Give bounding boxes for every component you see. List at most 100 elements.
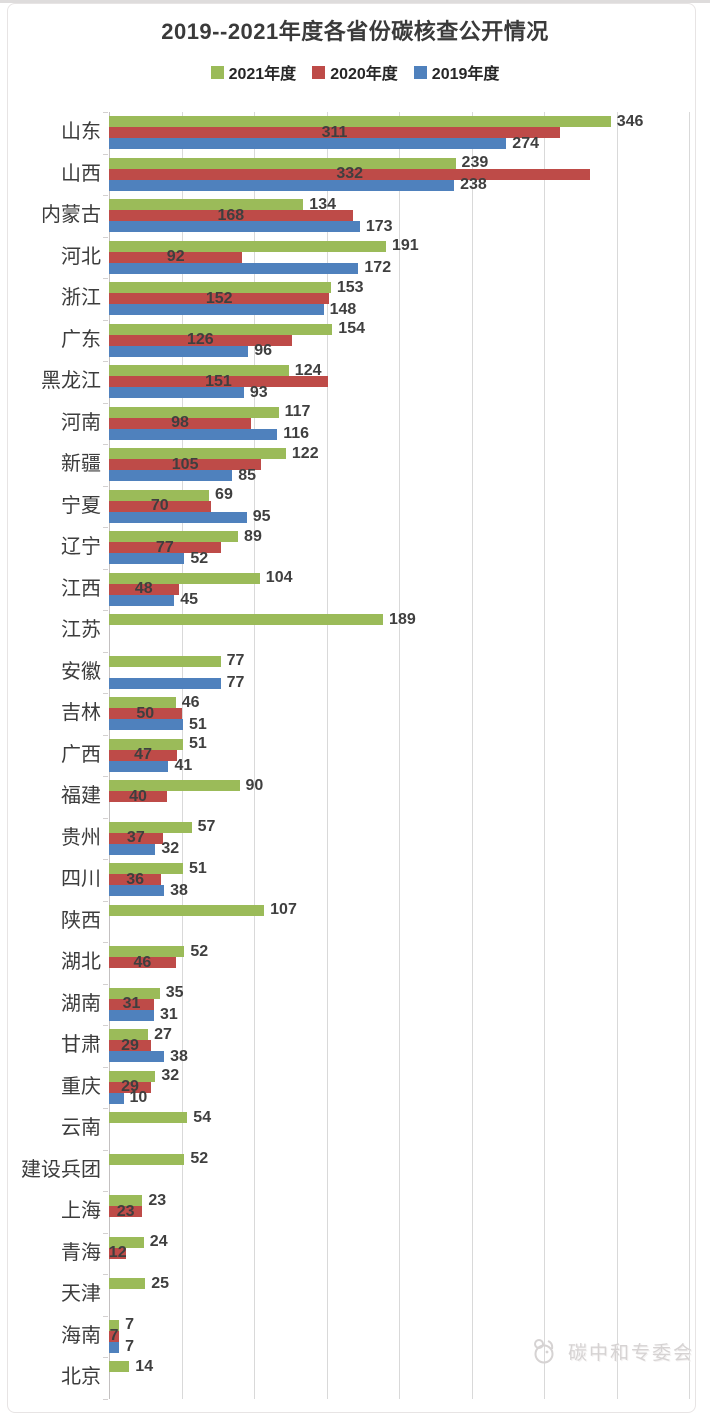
bar-2020年度-青海 xyxy=(109,1247,127,1259)
chart-legend: 2021年度 2020年度 2019年度 xyxy=(0,60,710,84)
chart-row-云南: 云南 54 xyxy=(0,1108,710,1150)
legend-swatch-icon xyxy=(210,65,224,79)
bar-2019年度-浙江 xyxy=(109,304,324,316)
category-label: 建设兵团 xyxy=(21,1158,101,1181)
value-label-2021年度-福建: 90 xyxy=(245,776,264,794)
chart-row-广东: 广东 154 126 96 xyxy=(0,320,710,362)
chart-row-北京: 北京 14 xyxy=(0,1357,710,1399)
bar-2019年度-甘肃 xyxy=(109,1051,165,1063)
value-label-2021年度-黑龙江: 124 xyxy=(294,361,322,379)
bar-2020年度-宁夏 xyxy=(109,500,211,512)
category-label: 甘肃 xyxy=(61,1034,101,1056)
value-label-2021年度-重庆: 32 xyxy=(161,1067,180,1085)
value-label-2021年度-广西: 51 xyxy=(188,735,207,753)
value-label-2021年度-山西: 239 xyxy=(461,154,489,172)
value-label-2021年度-新疆: 122 xyxy=(291,444,319,462)
value-label-2020年度-黑龙江: 151 xyxy=(205,372,232,390)
bar-2020年度-广东 xyxy=(109,334,292,346)
bar-2021年度-广西 xyxy=(109,738,183,750)
value-label-2020年度-辽宁: 77 xyxy=(155,538,174,556)
bar-2020年度-黑龙江 xyxy=(109,376,328,388)
chart-row-广西: 广西 51 47 41 xyxy=(0,735,710,777)
legend-label: 2021年度 xyxy=(228,66,297,83)
bar-2019年度-河南 xyxy=(109,428,278,440)
chart-row-河北: 河北 191 92 172 xyxy=(0,237,710,279)
bar-2021年度-内蒙古 xyxy=(109,199,304,211)
chart-row-湖北: 湖北 52 46 xyxy=(0,942,710,984)
bar-2021年度-河北 xyxy=(109,240,386,252)
category-label: 广西 xyxy=(61,743,101,766)
value-label-2019年度-重庆: 10 xyxy=(129,1089,148,1107)
value-label-2020年度-新疆: 105 xyxy=(171,455,199,473)
value-label-2019年度-内蒙古: 173 xyxy=(365,217,393,235)
bar-2019年度-内蒙古 xyxy=(109,221,360,233)
value-label-2020年度-广东: 126 xyxy=(186,331,214,349)
value-label-2019年度-河北: 172 xyxy=(364,259,392,277)
chart-row-甘肃: 甘肃 27 29 38 xyxy=(0,1025,710,1067)
watermark-logo-icon xyxy=(533,1339,554,1364)
category-label: 福建 xyxy=(61,785,101,807)
legend-item-2020年度: 2020年度 xyxy=(312,60,398,84)
axis-tick xyxy=(103,1108,108,1109)
bar-2019年度-湖南 xyxy=(109,1009,154,1021)
axis-tick xyxy=(103,112,108,113)
bar-2020年度-重庆 xyxy=(109,1081,152,1093)
value-label-2019年度-四川: 38 xyxy=(170,881,188,899)
value-label-2021年度-青海: 24 xyxy=(149,1233,168,1251)
bar-2021年度-重庆 xyxy=(109,1070,156,1082)
value-label-2021年度-湖北: 52 xyxy=(190,942,209,960)
bar-2021年度-青海 xyxy=(109,1236,144,1248)
value-label-2021年度-宁夏: 69 xyxy=(215,486,233,504)
value-label-2021年度-贵州: 57 xyxy=(197,818,216,836)
bar-2020年度-海南 xyxy=(109,1330,120,1342)
value-label-2020年度-湖北: 46 xyxy=(133,953,152,971)
bar-2021年度-上海 xyxy=(109,1195,143,1207)
category-label: 山东 xyxy=(61,121,101,143)
chart-row-青海: 青海 24 12 xyxy=(0,1233,710,1275)
value-label-2020年度-山西: 332 xyxy=(336,165,364,183)
value-label-2021年度-安徽: 77 xyxy=(226,652,245,670)
legend-label: 2019年度 xyxy=(431,66,500,83)
axis-tick xyxy=(103,1025,108,1026)
bar-2020年度-四川 xyxy=(109,874,162,886)
chart-row-建设兵团: 建设兵团 52 xyxy=(0,1150,710,1192)
bar-2021年度-陕西 xyxy=(109,904,265,916)
axis-tick xyxy=(103,1066,108,1068)
bar-2021年度-甘肃 xyxy=(109,1029,149,1041)
bar-2019年度-河北 xyxy=(109,262,359,274)
chart-row-内蒙古: 内蒙古 134 168 173 xyxy=(0,195,710,237)
bar-2019年度-山西 xyxy=(109,179,455,191)
value-label-2021年度-海南: 7 xyxy=(125,1316,135,1334)
value-label-2019年度-安徽: 77 xyxy=(226,674,245,692)
axis-tick xyxy=(103,942,108,943)
chart-row-重庆: 重庆 32 29 10 xyxy=(0,1067,710,1109)
category-label: 河北 xyxy=(61,245,101,268)
value-label-2020年度-四川: 36 xyxy=(126,870,144,888)
value-label-2020年度-甘肃: 29 xyxy=(121,1036,139,1054)
value-label-2021年度-江苏: 189 xyxy=(389,610,416,628)
chart-row-江西: 江西 104 48 45 xyxy=(0,569,710,611)
category-label: 上海 xyxy=(61,1200,101,1222)
value-label-2020年度-福建: 40 xyxy=(129,787,147,805)
bar-2019年度-吉林 xyxy=(109,719,183,731)
bar-2019年度-新疆 xyxy=(109,470,233,482)
chart-row-四川: 四川 51 36 38 xyxy=(0,859,710,901)
value-label-2019年度-贵州: 32 xyxy=(161,840,180,858)
axis-tick xyxy=(103,859,108,860)
bar-2021年度-贵州 xyxy=(109,821,192,833)
bar-2020年度-河南 xyxy=(109,417,252,429)
axis-tick xyxy=(103,776,108,777)
value-label-2020年度-上海: 23 xyxy=(116,1202,135,1220)
bar-2021年度-广东 xyxy=(109,323,333,335)
value-label-2019年度-广东: 96 xyxy=(254,342,272,360)
category-label: 四川 xyxy=(61,868,101,890)
axis-tick xyxy=(103,1274,108,1275)
bar-2021年度-北京 xyxy=(109,1361,130,1373)
category-label: 青海 xyxy=(61,1241,101,1264)
category-label: 安徽 xyxy=(61,660,101,683)
axis-tick xyxy=(103,568,108,570)
bar-2021年度-福建 xyxy=(109,780,240,792)
value-label-2019年度-山西: 238 xyxy=(460,176,487,194)
bar-2021年度-湖北 xyxy=(109,946,185,958)
bar-2021年度-建设兵团 xyxy=(109,1153,185,1165)
